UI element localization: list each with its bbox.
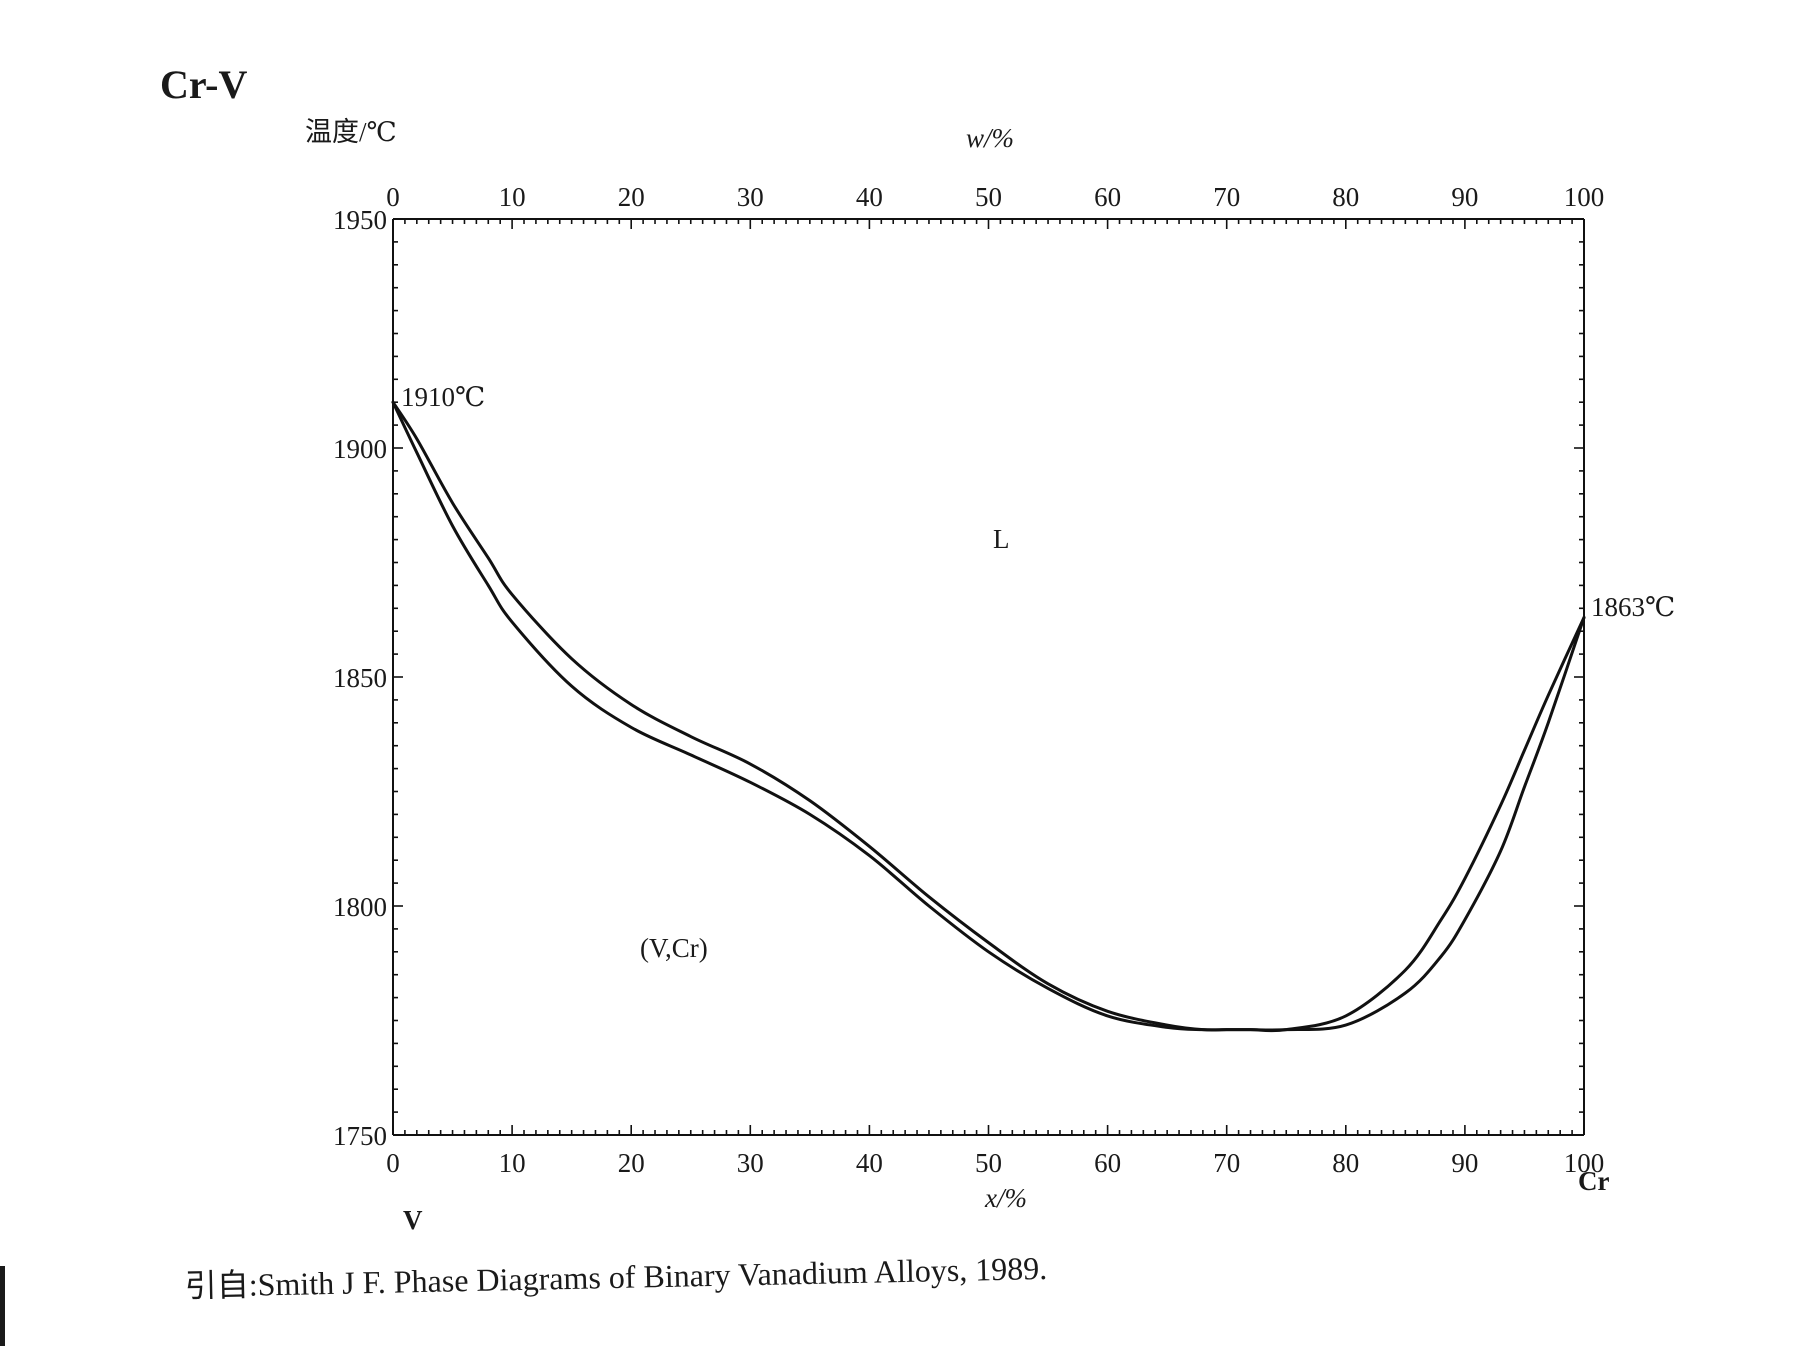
x-axis-start-element: V — [403, 1205, 423, 1235]
x-tick-label: 80 — [1332, 1148, 1359, 1178]
x-tick-label: 10 — [499, 1148, 526, 1178]
x-tick-label: 70 — [1213, 1148, 1240, 1178]
top-x-tick-label: 50 — [975, 182, 1002, 212]
top-x-tick-label: 20 — [618, 182, 645, 212]
x-tick-label: 30 — [737, 1148, 764, 1178]
x-tick-label: 50 — [975, 1148, 1002, 1178]
y-tick-label: 1750 — [333, 1121, 387, 1151]
y-tick-label: 1900 — [333, 434, 387, 464]
tick-labels: 0 0 10 10 20 20 30 30 40 40 50 50 60 60 70 70 80 80 90 90 10… — [333, 182, 1604, 1178]
x-axis-end-element: Cr — [1578, 1166, 1609, 1196]
x-tick-label: 40 — [856, 1148, 883, 1178]
y-axis-title: 温度/℃ — [305, 117, 397, 147]
x-tick-label: 90 — [1451, 1148, 1478, 1178]
source-citation: 引自:Smith J F. Phase Diagrams of Binary V… — [184, 1250, 1047, 1304]
top-x-tick-label: 70 — [1213, 182, 1240, 212]
top-x-tick-label: 40 — [856, 182, 883, 212]
tick-marks — [392, 218, 1585, 1136]
x-tick-label: 100 — [1564, 1148, 1605, 1178]
x-tick-label: 20 — [618, 1148, 645, 1178]
top-x-tick-label: 10 — [499, 182, 526, 212]
annotation-v-melting-point: 1910℃ — [401, 382, 485, 412]
chart-title: Cr-V — [160, 62, 247, 107]
phase-boundary-line-2 — [391, 400, 1586, 1032]
y-tick-label: 1800 — [333, 892, 387, 922]
annotation-cr-melting-point: 1863℃ — [1591, 592, 1675, 622]
x-tick-label: 60 — [1094, 1148, 1121, 1178]
x-axis-title: x/% — [984, 1183, 1027, 1213]
x-tick-label: 0 — [386, 1148, 400, 1178]
top-x-tick-label: 90 — [1451, 182, 1478, 212]
scan-edge-mark — [0, 1266, 5, 1346]
phase-boundary-line-1 — [391, 400, 1586, 1033]
series-lines — [391, 400, 1586, 1033]
top-x-axis-title: w/% — [966, 123, 1014, 153]
y-tick-label: 1850 — [333, 663, 387, 693]
top-x-tick-label: 60 — [1094, 182, 1121, 212]
top-x-tick-label: 100 — [1564, 182, 1605, 212]
top-x-tick-label: 0 — [386, 182, 400, 212]
y-tick-label: 1950 — [333, 205, 387, 235]
liquid-region-label: L — [993, 524, 1010, 554]
solid-solution-region-label: (V,Cr) — [640, 933, 708, 963]
top-x-tick-label: 30 — [737, 182, 764, 212]
top-x-tick-label: 80 — [1332, 182, 1359, 212]
